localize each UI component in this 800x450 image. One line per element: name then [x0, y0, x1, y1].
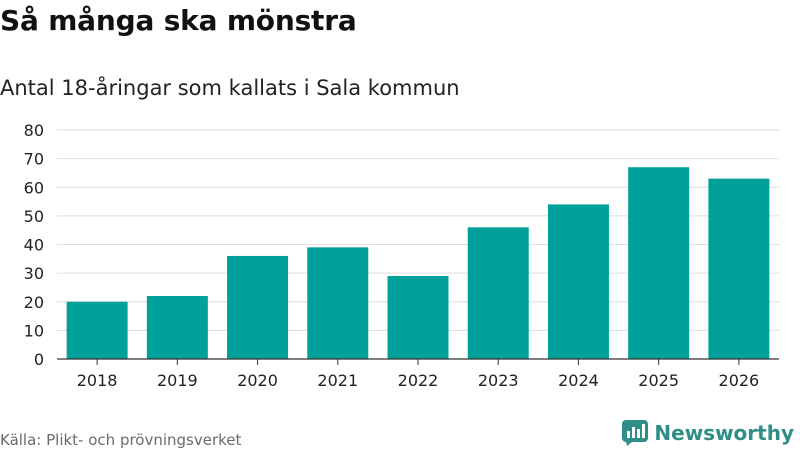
y-tick-label-10: 10 [24, 321, 44, 340]
x-tick-label-2018: 2018 [77, 371, 118, 390]
bar-2024 [547, 204, 609, 359]
bar-2023 [467, 227, 529, 359]
x-tick-label-2023: 2023 [478, 371, 519, 390]
y-tick-label-80: 80 [24, 121, 44, 140]
x-tick-label-2022: 2022 [398, 371, 439, 390]
newsworthy-logo-icon [622, 420, 649, 446]
y-tick-label-0: 0 [34, 350, 44, 369]
x-tick-label-2020: 2020 [237, 371, 278, 390]
x-tick-label-2024: 2024 [558, 371, 599, 390]
x-tick-label-2019: 2019 [157, 371, 198, 390]
brand-logo[interactable]: Newsworthy [622, 420, 794, 446]
y-tick-label-40: 40 [24, 236, 44, 255]
bar-chart: 0 10 20 30 40 50 60 70 80 2018 2019 2020 2021 2022 202… [24, 121, 779, 390]
x-tick-label-2026: 2026 [719, 371, 760, 390]
bar-2025 [628, 167, 690, 359]
y-tick-label-70: 70 [24, 150, 44, 169]
bar-2019 [146, 296, 208, 359]
y-tick-label-20: 20 [24, 293, 44, 312]
y-tick-label-50: 50 [24, 207, 44, 226]
bar-2018 [66, 301, 128, 359]
bar-2020 [227, 255, 289, 359]
x-tick-label-2025: 2025 [638, 371, 679, 390]
bar-2022 [387, 275, 449, 359]
bar-2026 [708, 178, 770, 359]
source-note: Källa: Plikt- och prövningsverket [0, 431, 242, 449]
brand-name: Newsworthy [654, 421, 794, 445]
y-tick-label-30: 30 [24, 264, 44, 283]
bar-2021 [307, 247, 369, 359]
x-tick-label-2021: 2021 [317, 371, 358, 390]
chart-title: Så många ska mönstra [0, 4, 357, 37]
y-tick-label-60: 60 [24, 178, 44, 197]
chart-subtitle: Antal 18-åringar som kallats i Sala komm… [0, 76, 460, 100]
